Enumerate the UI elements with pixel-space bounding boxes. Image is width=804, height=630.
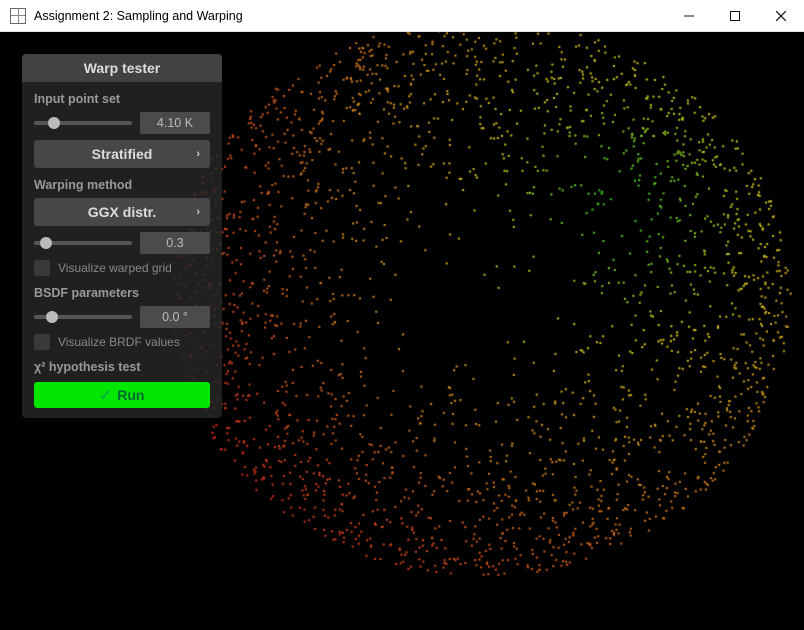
bsdf-value[interactable]: 0.0 ° [140,306,210,328]
slider-knob[interactable] [48,117,60,129]
input-point-set-label: Input point set [34,92,210,106]
run-button-label: Run [117,387,144,403]
visualize-grid-label: Visualize warped grid [58,261,172,275]
app-icon [10,8,26,24]
visualize-brdf-checkbox[interactable] [34,334,50,350]
warp-param-slider[interactable] [34,241,132,245]
check-icon: ✓ [100,387,112,404]
chevron-right-icon: › [196,148,200,160]
minimize-button[interactable] [666,0,712,32]
warping-method-value: GGX distr. [88,204,156,220]
bsdf-params-label: BSDF parameters [34,286,210,300]
viewport[interactable]: Warp tester Input point set 4.10 K Strat… [0,32,804,630]
visualize-grid-checkbox[interactable] [34,260,50,276]
slider-knob[interactable] [46,311,58,323]
maximize-button[interactable] [712,0,758,32]
chevron-right-icon: › [196,206,200,218]
sampling-mode-dropdown[interactable]: Stratified › [34,140,210,168]
visualize-brdf-label: Visualize BRDF values [58,335,180,349]
sampling-mode-label: Stratified [92,146,153,162]
point-count-slider[interactable] [34,121,132,125]
warping-method-dropdown[interactable]: GGX distr. › [34,198,210,226]
chi2-label: χ² hypothesis test [34,360,210,374]
window-title: Assignment 2: Sampling and Warping [34,9,243,23]
slider-knob[interactable] [40,237,52,249]
panel-header: Warp tester [22,54,222,82]
run-button[interactable]: ✓ Run [34,382,210,408]
window-titlebar: Assignment 2: Sampling and Warping [0,0,804,32]
bsdf-slider[interactable] [34,315,132,319]
point-count-value[interactable]: 4.10 K [140,112,210,134]
close-button[interactable] [758,0,804,32]
warp-tester-panel: Warp tester Input point set 4.10 K Strat… [22,54,222,418]
warp-param-value[interactable]: 0.3 [140,232,210,254]
warping-method-label: Warping method [34,178,210,192]
